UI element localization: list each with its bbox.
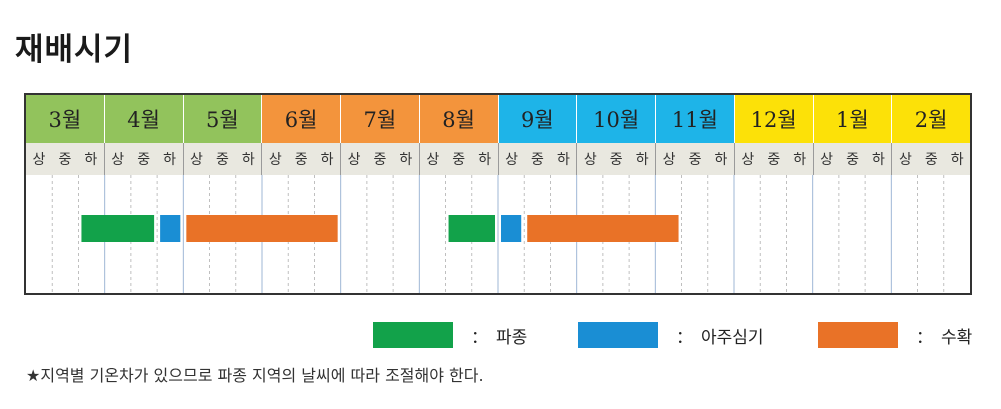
legend-item-transplanting: ： 아주심기 — [578, 322, 764, 348]
month-label: 11월 — [656, 95, 735, 143]
period-label: 상 — [733, 143, 761, 175]
period-label: 하 — [714, 152, 728, 168]
month-label: 1월 — [813, 95, 893, 143]
period-label: 하 — [320, 152, 334, 168]
legend-label-harvest: 수확 — [941, 327, 973, 348]
period-label: 중 — [215, 152, 229, 168]
sowing-bar — [81, 215, 155, 242]
harvest-bar — [186, 215, 338, 242]
legend-colon: ： — [676, 327, 693, 348]
period-label: 상 — [182, 143, 210, 175]
period-label: 하 — [163, 152, 177, 168]
month-label: 10월 — [577, 95, 656, 143]
transplanting-bar — [160, 215, 181, 242]
transplanting-bar — [501, 215, 522, 242]
legend-swatch-transplanting — [578, 322, 658, 348]
period-label: 하 — [872, 152, 885, 168]
period-label: 중 — [531, 152, 544, 168]
month-label: 8월 — [419, 95, 499, 143]
month-label: 3월 — [26, 95, 105, 143]
legend-label-transplanting: 아주심기 — [701, 327, 764, 348]
period-label: 상 — [576, 143, 603, 175]
page-title: 재배시기 — [15, 32, 134, 68]
month-label: 4월 — [104, 95, 184, 143]
harvest-bar — [527, 215, 679, 242]
period-label: 하 — [556, 152, 570, 168]
period-label: 하 — [478, 152, 492, 168]
period-label: 상 — [340, 143, 367, 175]
legend-swatch-harvest — [818, 322, 898, 348]
legend-item-harvest: ： 수확 — [818, 322, 972, 348]
legend-colon: ： — [471, 327, 488, 348]
period-label: 중 — [924, 152, 938, 168]
sowing-bar — [448, 215, 495, 242]
period-label: 중 — [688, 152, 702, 168]
period-label: 중 — [58, 152, 72, 168]
month-header-row: 3월 4월 5월 6월 7월 8월 9월 10월 11월 12월 1월 2월 — [26, 95, 970, 143]
schedule-grid — [51, 175, 945, 293]
period-label: 중 — [846, 152, 859, 168]
period-label: 상 — [812, 143, 840, 175]
footnote: ★지역별 기온차가 있으므로 파종 지역의 날씨에 따라 조절해야 한다. — [26, 366, 484, 385]
month-label: 5월 — [183, 95, 263, 143]
period-label: 하 — [84, 152, 98, 168]
period-label: 상 — [655, 143, 682, 175]
period-label: 상 — [261, 143, 288, 175]
period-label: 하 — [635, 152, 649, 168]
month-label: 2월 — [892, 95, 970, 143]
month-label: 9월 — [498, 95, 578, 143]
period-label: 상 — [103, 143, 131, 175]
legend-item-sowing: ： 파종 — [373, 322, 527, 348]
month-label: 12월 — [734, 95, 814, 143]
period-label: 하 — [399, 152, 413, 168]
legend-label-sowing: 파종 — [496, 327, 528, 348]
period-label: 중 — [373, 152, 387, 168]
period-label: 하 — [241, 152, 255, 168]
period-label: 중 — [452, 152, 466, 168]
period-label: 중 — [609, 152, 623, 168]
period-label: 중 — [294, 152, 308, 168]
period-label: 상 — [891, 143, 918, 175]
period-label: 상 — [497, 143, 525, 175]
month-label: 7월 — [341, 95, 420, 143]
period-label: 상 — [418, 143, 446, 175]
period-label: 하 — [793, 152, 807, 168]
period-label: 하 — [950, 152, 964, 168]
period-label: 중 — [137, 152, 151, 168]
period-label: 중 — [767, 152, 781, 168]
legend-colon: ： — [916, 327, 933, 348]
month-label: 6월 — [262, 95, 341, 143]
period-label: 상 — [32, 152, 46, 168]
legend-swatch-sowing — [373, 322, 453, 348]
